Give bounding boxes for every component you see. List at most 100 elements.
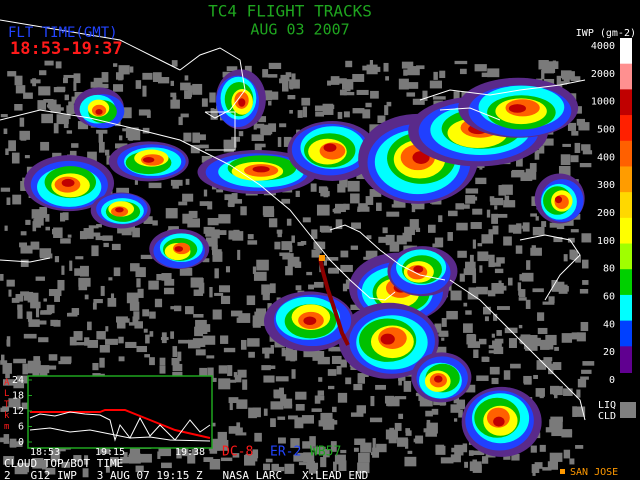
clear-cloud [171, 357, 180, 366]
clear-cloud [136, 278, 141, 288]
clear-cloud [66, 108, 71, 120]
clear-cloud [372, 438, 376, 449]
clear-cloud [20, 137, 27, 141]
clear-cloud [31, 209, 44, 219]
clear-cloud [530, 445, 537, 453]
clear-cloud [369, 189, 382, 197]
clear-cloud [209, 458, 221, 470]
clear-cloud [295, 391, 307, 400]
clear-cloud [23, 291, 34, 301]
clear-cloud [256, 259, 269, 271]
clear-cloud [327, 80, 331, 86]
clear-cloud [246, 295, 256, 306]
footer: 2 G12 IWP 3 AUG 07 19:15 Z NASA LARC X:L… [4, 469, 368, 480]
clear-cloud [19, 130, 30, 140]
clear-cloud [183, 132, 192, 142]
cloud-blob [493, 416, 505, 427]
colorbar-swatch [620, 217, 632, 245]
clear-cloud [463, 268, 476, 276]
clear-cloud [223, 286, 230, 293]
clear-cloud [28, 319, 40, 327]
clear-cloud [357, 462, 370, 474]
clear-cloud [237, 369, 247, 378]
clear-cloud [357, 206, 370, 212]
clear-cloud [8, 289, 12, 297]
clear-cloud [493, 313, 498, 321]
clear-cloud [152, 220, 158, 226]
clear-cloud [45, 226, 51, 231]
clear-cloud [279, 78, 285, 84]
clear-cloud [6, 197, 11, 205]
clear-cloud [35, 276, 45, 281]
clear-cloud [137, 288, 144, 298]
clear-cloud [228, 426, 240, 434]
clear-cloud [333, 208, 341, 214]
clear-cloud [405, 430, 412, 436]
clear-cloud [481, 72, 490, 78]
clear-cloud [75, 256, 84, 260]
clear-cloud [453, 91, 460, 101]
inset-x-tick-label: 19:38 [175, 447, 205, 458]
clear-cloud [536, 360, 547, 370]
clear-cloud [282, 80, 289, 92]
clear-cloud [277, 229, 282, 238]
flight-altitude [30, 409, 211, 439]
clear-cloud [275, 376, 289, 382]
clear-cloud [50, 319, 59, 327]
clear-cloud [337, 111, 343, 119]
clear-cloud [83, 228, 94, 239]
clear-cloud [473, 349, 479, 359]
clear-cloud [356, 405, 366, 414]
clear-cloud [170, 80, 175, 86]
clear-cloud [549, 452, 563, 462]
clear-cloud [508, 338, 517, 348]
clear-cloud [203, 457, 214, 462]
clear-cloud [542, 301, 555, 305]
clear-cloud [376, 443, 387, 453]
clear-cloud [27, 360, 41, 372]
clear-cloud [157, 77, 170, 84]
clear-cloud [542, 467, 552, 471]
clear-cloud [277, 137, 282, 147]
clear-cloud [118, 336, 124, 344]
clear-cloud [581, 233, 592, 243]
clear-cloud [491, 333, 495, 338]
clear-cloud [0, 187, 11, 192]
clear-cloud [142, 85, 147, 97]
clear-cloud [531, 245, 536, 253]
clear-cloud [87, 339, 99, 348]
clear-cloud [386, 401, 393, 407]
clear-cloud [78, 282, 88, 291]
clear-cloud [148, 182, 162, 189]
clear-cloud [43, 99, 54, 103]
colorbar-label: 60 [603, 292, 615, 303]
clear-cloud [470, 222, 482, 229]
clear-cloud [306, 271, 313, 276]
clear-cloud [105, 326, 109, 332]
clear-cloud [237, 249, 241, 260]
clear-cloud [231, 193, 238, 203]
clear-cloud [164, 278, 175, 286]
clear-cloud [397, 437, 408, 447]
clear-cloud [325, 414, 331, 419]
clear-cloud [493, 346, 504, 355]
clear-cloud [93, 299, 103, 304]
clear-cloud [504, 195, 510, 204]
clear-cloud [198, 282, 205, 294]
clear-cloud [2, 363, 12, 374]
clear-cloud [570, 229, 579, 233]
clear-cloud [479, 265, 483, 273]
clear-cloud [176, 449, 182, 459]
clear-cloud [35, 213, 47, 218]
clear-cloud [113, 63, 118, 67]
clear-cloud [545, 334, 557, 346]
clear-cloud [218, 365, 228, 374]
clear-cloud [549, 222, 560, 228]
clear-cloud [575, 445, 584, 449]
clear-cloud [289, 245, 293, 253]
clear-cloud [269, 283, 276, 294]
clear-cloud [185, 306, 194, 315]
clear-cloud [487, 290, 496, 297]
clear-cloud [440, 457, 454, 464]
clear-cloud [350, 245, 358, 250]
